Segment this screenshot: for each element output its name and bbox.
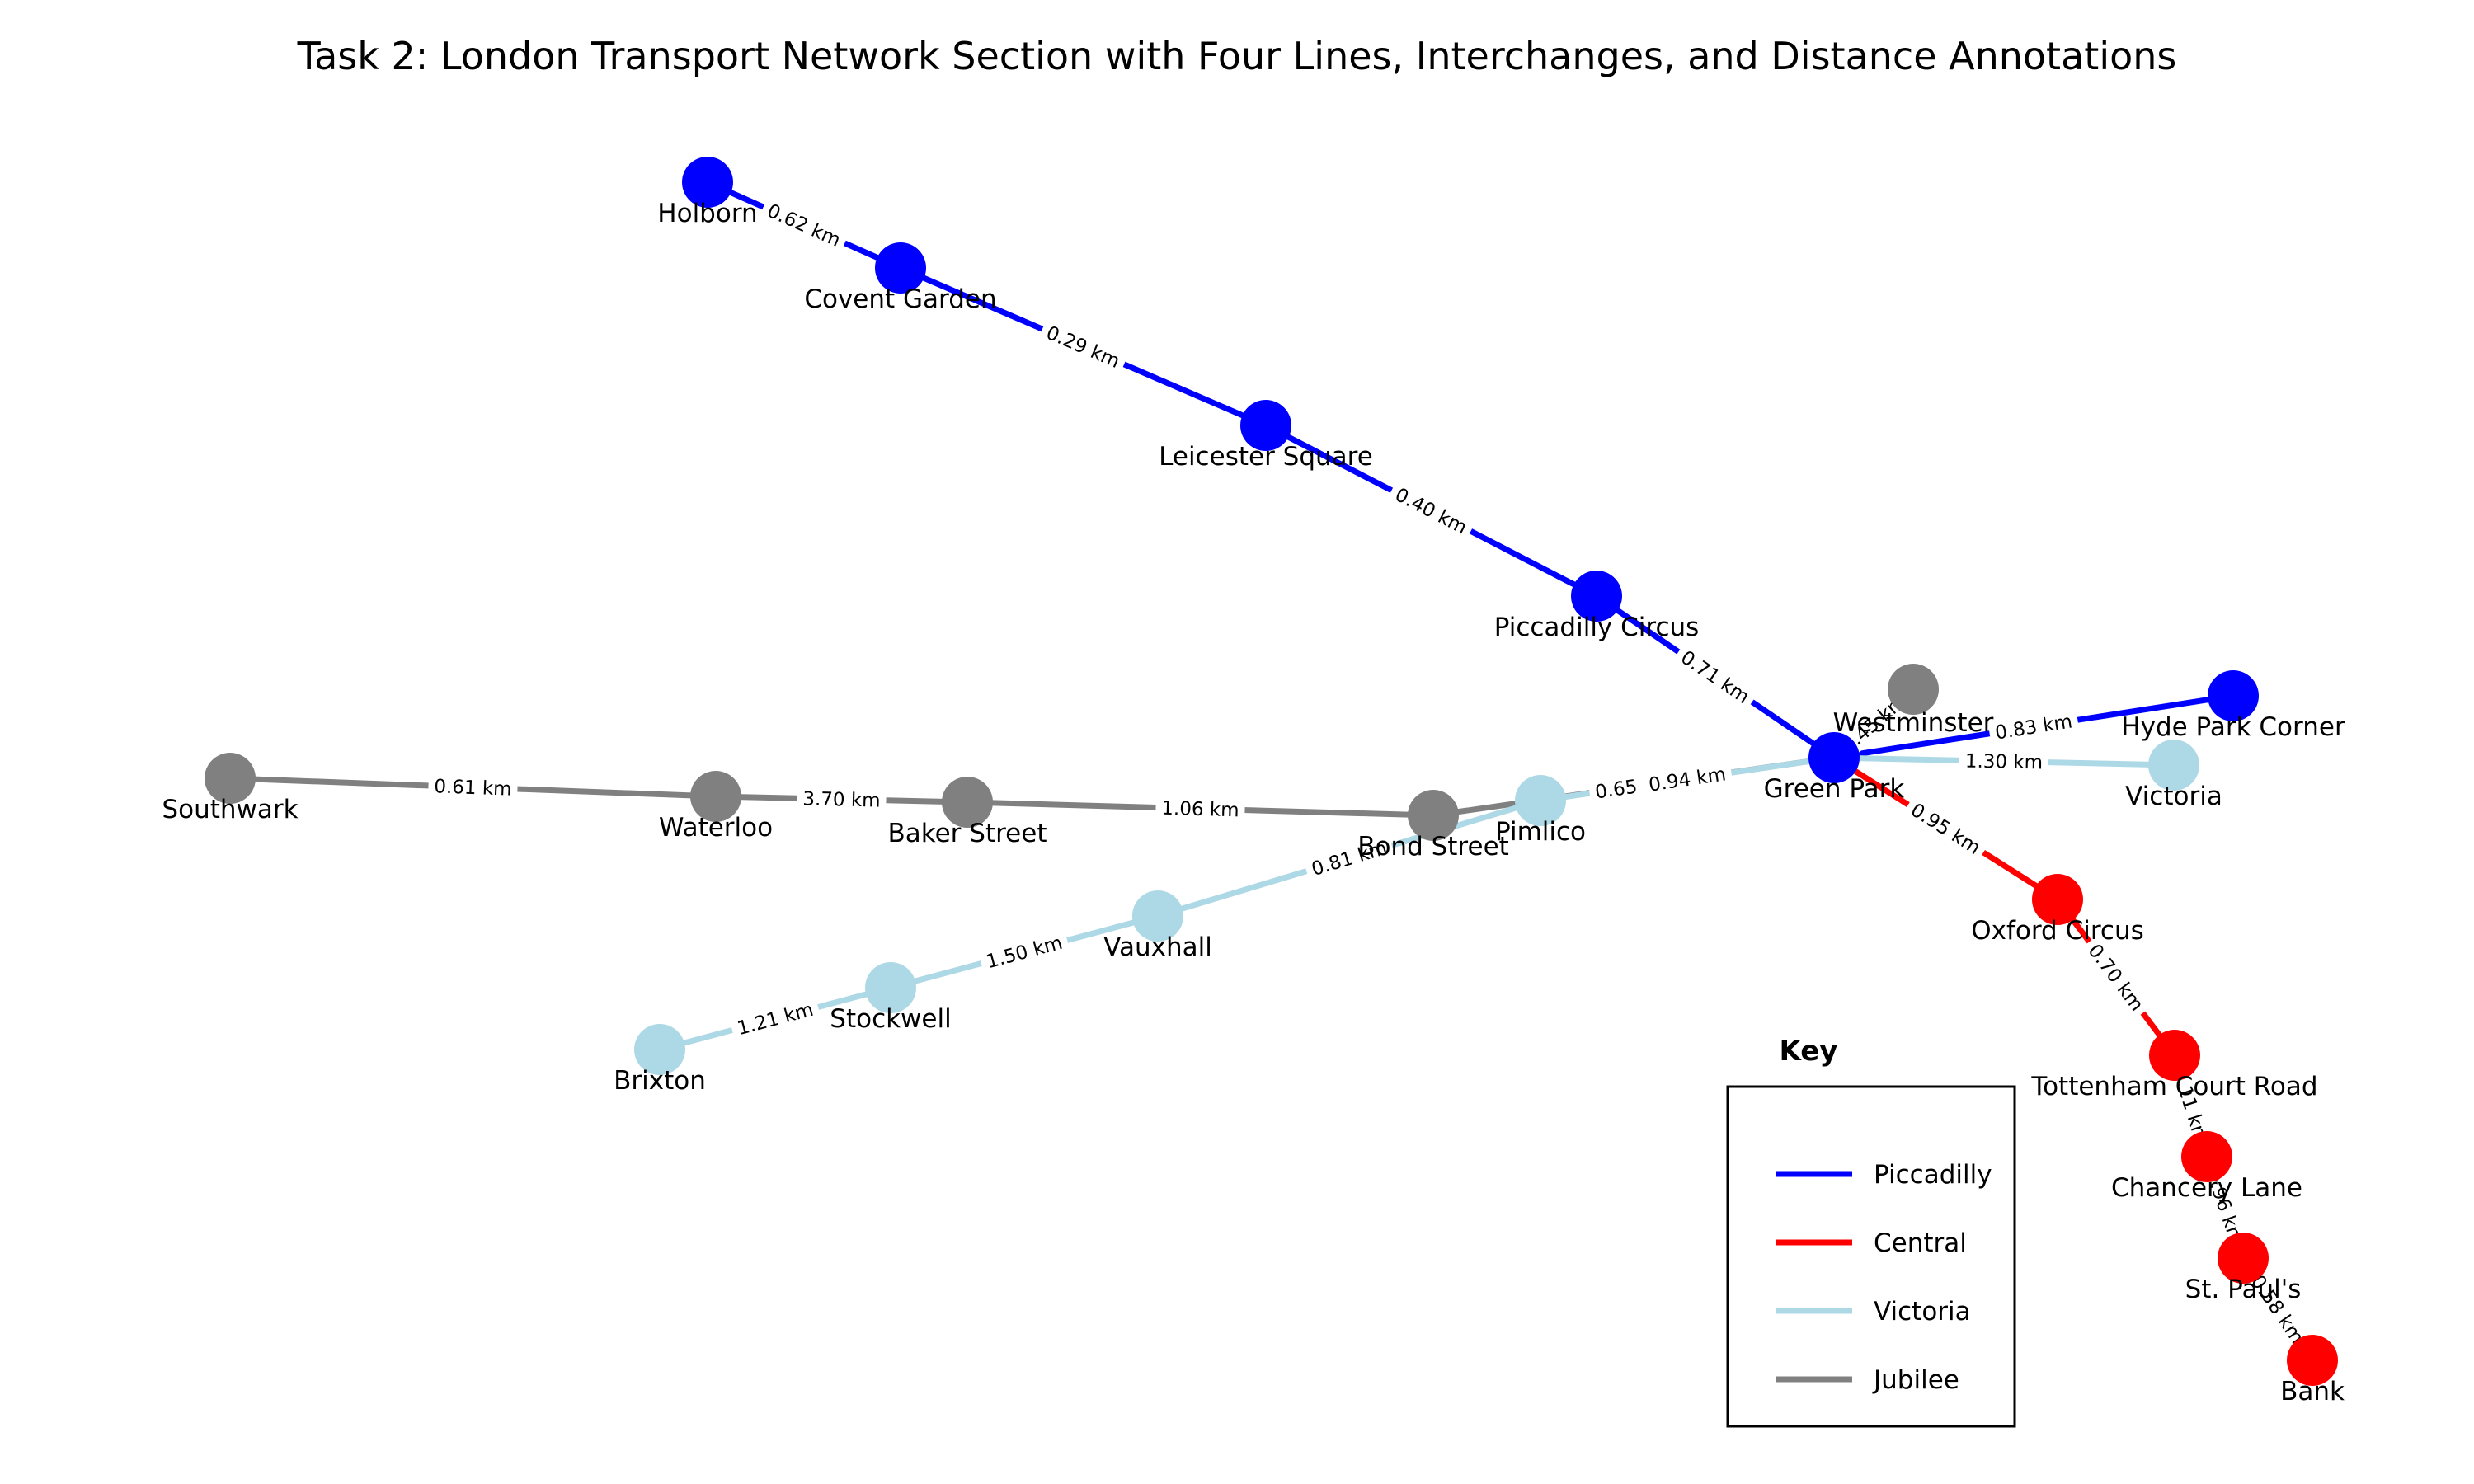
station-node-waterloo[interactable] [690,771,741,822]
distance-label-background [1385,479,1477,542]
distance-label: 1.30 km [1965,750,2044,773]
distance-label-group: 0.61 km [427,773,519,802]
station-label-st_pauls: St. Paul's [2185,1275,2302,1304]
station-node-bank[interactable] [2287,1335,2338,1386]
distance-label-background [2198,1161,2252,1254]
station-node-oxford_circus[interactable] [2032,874,2083,925]
station-node-st_pauls[interactable] [2218,1233,2269,1284]
station-label-green_park: Green Park [1764,774,1905,804]
legend-label-jubilee: Jubilee [1872,1365,1959,1395]
station-node-tottenham_court_road[interactable] [2149,1030,2200,1081]
distance-label-background [1155,795,1245,823]
distance-label-group: 0.62 km [758,195,850,255]
distance-label-background [2242,1265,2313,1354]
distance-label-background [1987,707,2080,746]
distance-label-group: 0.70 km [2079,934,2153,1021]
station-node-brixton[interactable] [634,1024,685,1075]
station-label-piccadilly_circus: Piccadilly Circus [1494,613,1700,642]
station-node-pimlico[interactable] [1515,775,1566,826]
station-label-tottenham_court_road: Tottenham Court Road [2030,1072,2317,1101]
station-label-oxford_circus: Oxford Circus [1971,916,2144,946]
station-label-victoria: Victoria [2125,782,2222,811]
station-label-vauxhall: Vauxhall [1103,932,1212,962]
station-label-brixton: Brixton [614,1066,706,1096]
station-node-hyde_park_corner[interactable] [2208,670,2259,721]
distance-label-background [1901,794,1991,863]
distance-label: 1.06 km [1161,798,1239,822]
station-node-leicester_square[interactable] [1240,400,1291,451]
distance-label-background [2165,1059,2217,1153]
station-layer [205,157,2338,1386]
station-node-stockwell[interactable] [865,962,916,1013]
legend-items: Piccadilly Central Victoria Jubilee [1776,1160,1992,1395]
station-label-covent_garden: Covent Garden [804,284,996,314]
distance-label: 0.61 km [434,776,512,800]
distance-label-group: 3.70 km [797,786,887,813]
legend-label-victoria: Victoria [1874,1297,1971,1327]
distance-label-group: 0.83 km [1987,707,2080,746]
station-node-holborn[interactable] [682,157,733,208]
distance-label-background [1302,834,1396,883]
legend-box [1726,1085,2016,1428]
distance-label-group: 1.21 km [728,995,822,1042]
distance-label-background [1037,317,1130,376]
distance-label-background [758,195,850,255]
distance-label: 0.70 km [2084,941,2147,1016]
station-label-stockwell: Stockwell [830,1004,951,1034]
distance-label: 1.21 km [735,999,816,1040]
distance-label: 3.70 km [802,788,881,811]
distance-label-group: 1.06 km [1155,795,1245,823]
station-label-bank: Bank [2280,1377,2345,1407]
legend-label-piccadilly: Piccadilly [1874,1160,1992,1190]
legend-title: Key [1780,1035,1838,1068]
station-label-southwark: Southwark [162,795,298,824]
station-node-westminster[interactable] [1888,664,1939,715]
station-label-waterloo: Waterloo [659,813,773,843]
distance-label-background [1959,748,2049,775]
distance-label-group: 0.95 km [1901,794,1991,863]
legend: Key Piccadilly Central Victoria Jubilee [1726,1035,2016,1428]
station-label-bond_street: Bond Street [1357,832,1509,862]
station-node-southwark[interactable] [205,753,256,804]
station-node-bond_street[interactable] [1408,790,1459,841]
distance-label-group: 0.40 km [1385,479,1477,542]
distance-label-group: 0.29 km [1037,317,1130,376]
distance-label-background [427,773,519,802]
distance-label-group: 0.71 km [1671,641,1760,712]
distance-label-background [1671,641,1760,712]
station-node-vauxhall[interactable] [1132,890,1183,942]
legend-label-central: Central [1874,1228,1967,1258]
station-label-chancery_lane: Chancery Lane [2111,1173,2302,1203]
station-label-holborn: Holborn [657,199,757,228]
station-label-hyde_park_corner: Hyde Park Corner [2121,712,2345,742]
station-label-westminster: Westminster [1833,708,1994,738]
station-label-leicester_square: Leicester Square [1159,442,1373,472]
station-node-chancery_lane[interactable] [2181,1131,2232,1182]
distance-label-background [977,928,1071,975]
station-label-layer: Holborn Covent Garden Leicester Square Picc… [162,199,2345,1407]
distance-label-background [2079,934,2153,1021]
distance-label-group: 1.30 km [1959,748,2049,775]
distance-label: 0.71 km [1677,647,1753,709]
diagram-title: Task 2: London Transport Network Section… [297,34,2177,78]
station-node-victoria[interactable] [2148,740,2199,791]
distance-label-background [1641,760,1733,798]
station-label-pimlico: Pimlico [1495,817,1586,847]
station-node-covent_garden[interactable] [875,242,926,294]
distance-label-background [797,786,887,813]
distance-label-background [728,995,822,1042]
station-node-baker_street[interactable] [942,777,993,828]
distance-label-group: 0.94 km [1641,760,1733,798]
station-label-baker_street: Baker Street [888,819,1047,848]
distance-label: 0.95 km [1907,800,1984,859]
station-node-green_park[interactable] [1808,732,1860,783]
distance-label-group: 1.50 km [977,928,1071,975]
station-node-piccadilly_circus[interactable] [1571,571,1622,622]
distance-label: 1.50 km [984,932,1065,974]
